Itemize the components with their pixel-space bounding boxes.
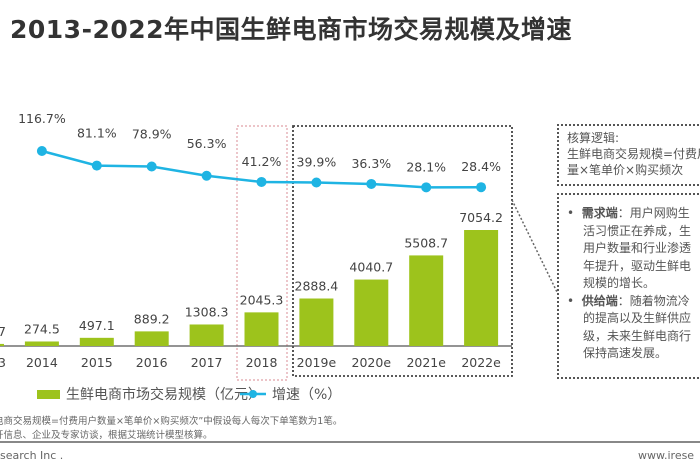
bar-value-label: 4040.7 xyxy=(349,260,393,275)
x-tick-label: 3 xyxy=(0,355,6,370)
bar-2014 xyxy=(24,341,59,346)
growth-value-label: 116.7% xyxy=(18,111,66,126)
growth-value-label: 81.1% xyxy=(77,126,117,141)
x-tick-label: 2017 xyxy=(191,355,223,370)
growth-value-label: 36.3% xyxy=(351,156,391,171)
growth-point-2022e xyxy=(476,182,487,193)
supply-text: 级，未来生鲜电商行 xyxy=(583,328,692,343)
supply-text: 保持高速发展。 xyxy=(583,346,668,360)
growth-value-label: 28.1% xyxy=(406,159,446,174)
x-tick-label: 2016 xyxy=(136,355,168,370)
footer-company: search Inc . xyxy=(0,449,64,462)
footer-website: www.irese xyxy=(638,449,695,462)
logic-line: 量×笔单价×购买频次 xyxy=(567,163,684,177)
growth-value-label: 78.9% xyxy=(132,126,172,141)
bar-value-label: 274.5 xyxy=(24,321,60,336)
bar-2018 xyxy=(244,312,279,346)
legend-bar-swatch xyxy=(37,389,60,399)
demand-text: 活习惯正在养成，生 xyxy=(583,223,692,238)
legend-bar-label: 生鲜电商市场交易规模（亿元） xyxy=(66,387,262,403)
bar-value-label: 1308.3 xyxy=(185,304,229,319)
bar-value-label: 5508.7 xyxy=(404,235,448,250)
bar-2015 xyxy=(79,337,114,346)
growth-value-label: 28.4% xyxy=(461,159,501,174)
legend-bar: 生鲜电商市场交易规模（亿元） xyxy=(37,384,262,404)
demand-text: 年提升，驱动生鲜电 xyxy=(583,258,692,273)
growth-value-label: 41.2% xyxy=(242,154,282,169)
footer-divider xyxy=(0,441,700,443)
demand-text: 用户数量和行业渗透 xyxy=(583,241,692,255)
legend-line-label: 增速（%） xyxy=(272,387,342,403)
growth-point-2020e xyxy=(366,178,377,189)
bar-value-label: 2045.3 xyxy=(240,292,284,307)
x-tick-label: 2019e xyxy=(297,355,337,370)
demand-item: • 需求端：用户网购生 xyxy=(567,206,690,220)
x-tick-label: 2018 xyxy=(246,355,278,370)
growth-point-2017 xyxy=(201,170,212,181)
bar-2017 xyxy=(189,324,224,346)
bar-value-label: 7 xyxy=(0,324,6,339)
demand-label: 需求端 xyxy=(581,206,618,220)
x-tick-label: 2022e xyxy=(461,355,501,370)
x-tick-label: 2020e xyxy=(352,355,392,370)
highlight-2018-box xyxy=(236,125,288,381)
bar-2019e xyxy=(299,298,334,346)
legend-line: 增速（%） xyxy=(240,384,341,404)
supply-label: 供给端 xyxy=(581,293,618,308)
growth-point-2021e xyxy=(421,182,432,193)
growth-value-label: 39.9% xyxy=(297,154,337,169)
x-tick-label: 2021e xyxy=(406,355,446,370)
chart-title: 2013-2022年中国生鲜电商市场交易规模及增速 xyxy=(10,15,573,44)
forecast-box xyxy=(292,125,513,377)
logic-line: 生鲜电商交易规模=付费用户数 xyxy=(567,147,700,161)
bar-2016 xyxy=(134,331,169,346)
supply-text: 的提高以及生鲜供应 xyxy=(583,311,692,325)
connector-line xyxy=(511,199,558,293)
supply-text: ：随着物流冷 xyxy=(617,293,690,308)
bar-value-label: 2888.4 xyxy=(295,279,339,294)
supply-item: • 供给端：随着物流冷 xyxy=(567,293,690,308)
legend-line-swatch xyxy=(240,390,266,398)
growth-point-2016 xyxy=(146,161,157,172)
growth-value-label: 56.3% xyxy=(187,136,227,151)
growth-point-2014 xyxy=(36,146,47,156)
growth-point-2019e xyxy=(311,177,322,188)
bar-2021e xyxy=(409,255,444,346)
footnote: 开信息、企业及专家访谈，根据艾瑞统计模型核算。 xyxy=(0,430,213,441)
x-tick-label: 2015 xyxy=(81,355,113,370)
bar-2013 xyxy=(0,343,4,346)
analysis-panel: • 需求端：用户网购生 活习惯正在养成，生 用户数量和行业渗透 年提升，驱动生鲜… xyxy=(557,193,700,379)
growth-point-2015 xyxy=(91,160,102,171)
logic-line: 核算逻辑: xyxy=(567,131,620,145)
x-tick-label: 2014 xyxy=(26,355,58,370)
bar-2020e xyxy=(354,279,389,346)
demand-text: 规模的增长。 xyxy=(583,276,656,290)
footnote: 电商交易规模=付费用户数量×笔单价×购买频次”中假设每人每次下单笔数为1笔。 xyxy=(0,416,343,427)
growth-point-2018 xyxy=(256,176,267,187)
bar-value-label: 889.2 xyxy=(134,311,170,326)
bar-2022e xyxy=(464,230,499,346)
bar-value-label: 7054.2 xyxy=(459,210,503,225)
logic-panel: 核算逻辑: 生鲜电商交易规模=付费用户数 量×笔单价×购买频次 xyxy=(557,124,700,186)
bar-value-label: 497.1 xyxy=(79,318,115,333)
demand-text: ：用户网购生 xyxy=(617,206,690,220)
